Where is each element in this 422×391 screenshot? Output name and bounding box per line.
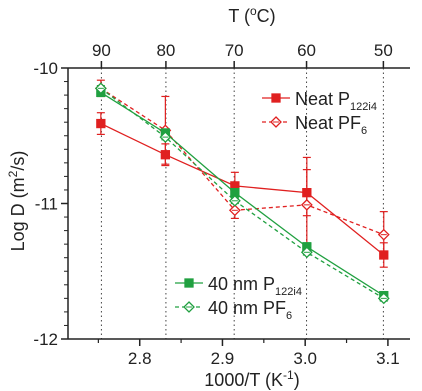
y-tick-label: -10	[33, 59, 58, 78]
y-tick-label: -12	[33, 330, 58, 349]
top-tick-label: 80	[156, 41, 175, 60]
series-layer	[94, 79, 390, 305]
legend-marker	[271, 93, 281, 103]
series-line	[100, 87, 385, 236]
legend-entry-1: Neat PF6	[262, 113, 367, 137]
x-axis-title: 1000/T (K-1)	[204, 368, 299, 390]
series-3	[94, 82, 390, 305]
legend-label-main: Neat P	[295, 89, 350, 109]
legend-entry-3: 40 nm PF6	[175, 298, 292, 322]
legend-label-sub: 122i4	[275, 286, 302, 298]
axes: 2.8 2.9 3.0 3.1 -10 -11 -12 90 80 70 60 50	[33, 41, 410, 368]
top-tick-label: 50	[374, 41, 393, 60]
x-tick-label: 2.9	[211, 349, 235, 368]
legend-label: Neat P122i4	[295, 89, 377, 113]
legend-label: 40 nm PF6	[208, 298, 292, 322]
legend-label: 40 nm P122i4	[208, 274, 302, 298]
series-1	[94, 79, 390, 259]
top-tick-label: 60	[297, 41, 316, 60]
series-line	[100, 122, 385, 256]
legend-marker	[184, 278, 194, 288]
legend-label-sub: 6	[286, 310, 292, 322]
x-tick-label: 2.8	[128, 349, 152, 368]
legend-label-sub: 122i4	[350, 101, 377, 113]
data-point	[96, 118, 106, 129]
legend-label-sub: 6	[361, 125, 367, 137]
x-tick-label: 3.1	[376, 349, 400, 368]
top-tick-label: 70	[225, 41, 244, 60]
y-tick-label: -11	[35, 195, 58, 214]
legend-label-main: 40 nm PF	[208, 298, 286, 318]
legend-label-main: Neat PF	[295, 113, 361, 133]
legend-entry-0: Neat P122i4	[262, 89, 377, 113]
x-tick-label: 3.0	[293, 349, 317, 368]
legend-entry-2: 40 nm P122i4	[175, 274, 302, 298]
legend-label: Neat PF6	[295, 113, 367, 137]
top-tick-label: 90	[92, 41, 111, 60]
legend-label-main: 40 nm P	[208, 274, 275, 294]
top-axis-title: T (oC)	[228, 4, 275, 26]
series-0	[96, 112, 389, 268]
y-axis-title: Log D (m2/s)	[6, 151, 28, 252]
